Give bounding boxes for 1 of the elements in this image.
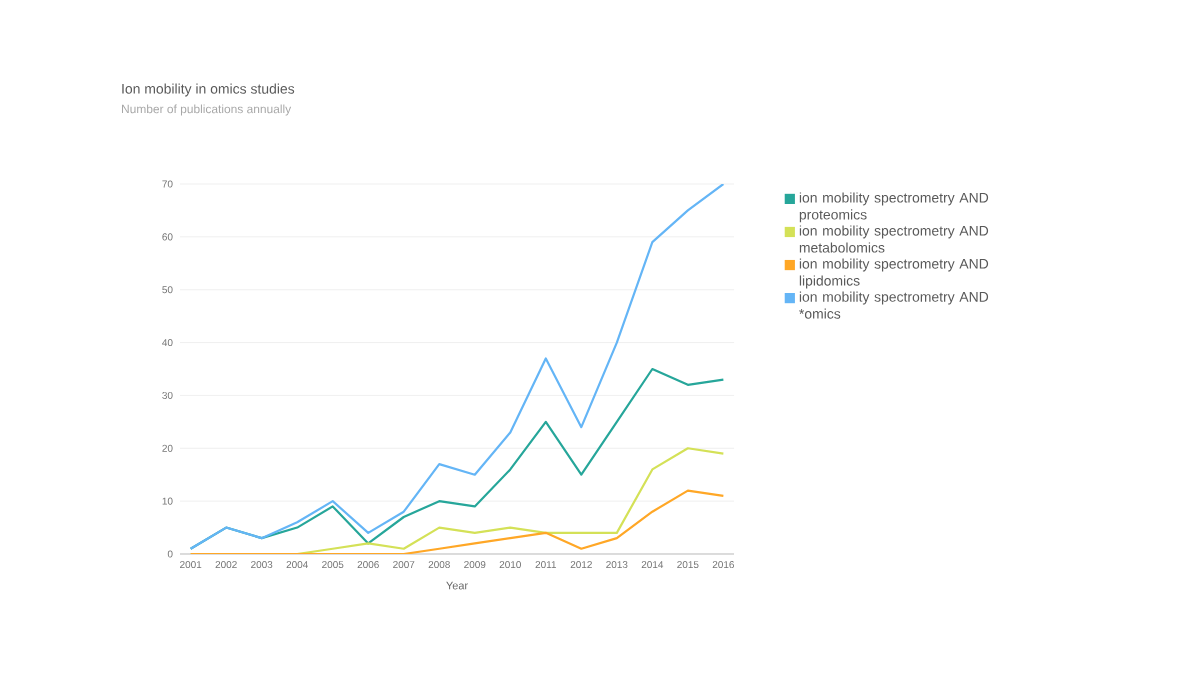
line-series (189, 184, 725, 550)
